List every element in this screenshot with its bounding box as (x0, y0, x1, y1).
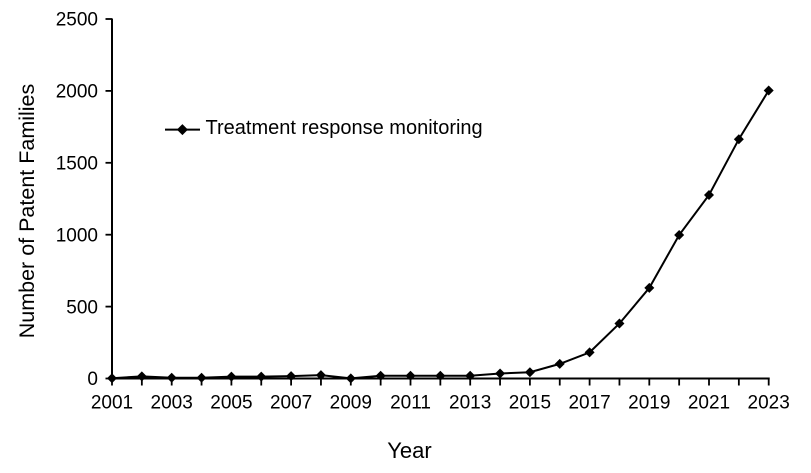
svg-text:2015: 2015 (509, 393, 551, 414)
svg-text:2500: 2500 (56, 10, 98, 31)
svg-text:2017: 2017 (568, 393, 610, 414)
svg-text:Year: Year (387, 438, 431, 463)
svg-text:2013: 2013 (449, 393, 491, 414)
svg-text:2011: 2011 (390, 393, 431, 414)
svg-text:Number of Patent Families: Number of Patent Families (15, 84, 39, 339)
svg-text:2023: 2023 (748, 393, 790, 414)
svg-text:2000: 2000 (56, 82, 98, 103)
svg-text:2005: 2005 (210, 393, 252, 414)
svg-text:1000: 1000 (56, 225, 98, 246)
svg-text:2021: 2021 (688, 393, 730, 414)
svg-text:2019: 2019 (628, 393, 670, 414)
svg-text:1500: 1500 (56, 154, 98, 175)
svg-text:2007: 2007 (270, 393, 312, 414)
svg-text:Treatment response monitoring: Treatment response monitoring (206, 117, 483, 139)
svg-text:500: 500 (66, 297, 98, 318)
svg-text:2001: 2001 (91, 393, 133, 414)
svg-text:2009: 2009 (330, 393, 372, 414)
svg-text:2003: 2003 (151, 393, 193, 414)
svg-text:0: 0 (87, 369, 98, 390)
